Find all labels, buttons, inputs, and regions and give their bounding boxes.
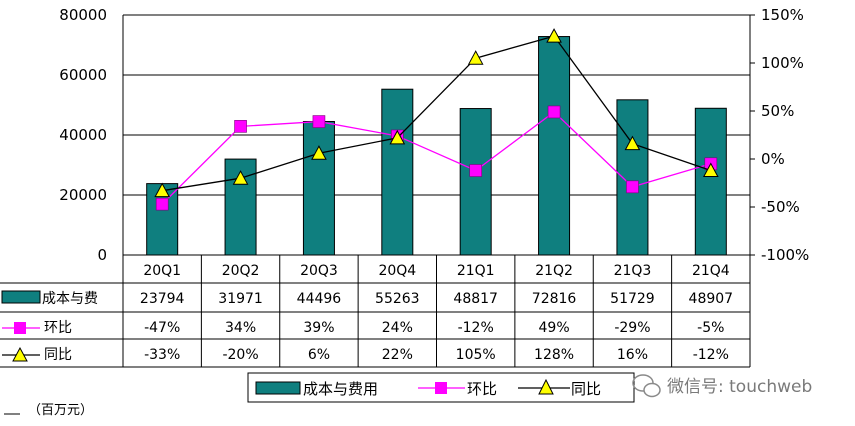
value-cell-同比: 105%	[456, 347, 496, 363]
bar-value-cell: 55263	[375, 291, 420, 307]
category-label: 21Q3	[614, 263, 652, 279]
bar-21Q2	[538, 36, 571, 256]
row-label-huanbi: 环比	[44, 320, 72, 336]
category-label: 20Q2	[222, 263, 260, 279]
bar-21Q3	[616, 99, 649, 256]
marker-环比-21Q3	[626, 180, 639, 194]
category-label: 20Q1	[143, 263, 181, 279]
marker-同比-20Q4	[389, 129, 406, 145]
legend: 成本与费用 环比 同比	[4, 372, 635, 415]
line-环比	[161, 111, 711, 205]
gridlines	[123, 14, 750, 196]
value-cell-同比: 6%	[308, 347, 330, 363]
left-tick-label: 0	[97, 246, 107, 264]
legend-label-huanbi: 环比	[467, 380, 497, 398]
value-cell-同比: 128%	[534, 347, 574, 363]
marker-环比-21Q1	[469, 164, 482, 177]
value-cell-同比: -12%	[693, 347, 729, 363]
bar-value-cell: 51729	[610, 291, 655, 307]
watermark-text: 微信号: touchweb	[667, 377, 812, 397]
row-key-square-marker	[14, 322, 26, 334]
value-cell-环比: -12%	[458, 320, 494, 336]
marker-同比-21Q4	[702, 162, 719, 178]
value-cell-同比: -20%	[222, 347, 258, 363]
left-tick-label: 20000	[59, 186, 107, 204]
value-cell-同比: 16%	[617, 347, 648, 363]
bar-value-cell: 23794	[140, 291, 185, 307]
legend-key-square	[435, 382, 447, 394]
bar-value-cell: 44496	[297, 291, 342, 307]
marker-同比-20Q1	[154, 182, 171, 198]
value-cell-同比: -33%	[144, 347, 180, 363]
line-同比	[162, 35, 712, 192]
marker-环比-20Q3	[312, 115, 326, 128]
legend-label-tongbi: 同比	[571, 380, 601, 398]
watermark: 微信号: touchweb	[632, 374, 812, 398]
row-label-bar: 成本与费	[42, 291, 98, 307]
row-label-tongbi: 同比	[44, 347, 72, 363]
bar-20Q4	[381, 88, 414, 256]
category-label: 21Q2	[535, 263, 573, 279]
left-tick-label: 60000	[59, 66, 107, 84]
marker-同比-21Q1	[467, 50, 484, 65]
bar-value-cell: 48817	[453, 291, 498, 307]
wechat-icon	[632, 374, 661, 398]
value-cell-环比: 49%	[539, 320, 570, 336]
bar-value-cell: 48907	[689, 291, 734, 307]
marker-同比-21Q2	[546, 28, 562, 43]
category-label: 20Q4	[378, 263, 416, 279]
right-tick-label: 150%	[761, 6, 804, 24]
bar-21Q1	[459, 108, 492, 256]
left-tick-label: 40000	[59, 126, 107, 144]
category-label: 21Q4	[692, 263, 730, 279]
right-tick-label: 50%	[761, 102, 794, 120]
row-key-bar	[1, 290, 41, 304]
marker-环比-20Q1	[155, 197, 169, 211]
axes: 0 20000 40000 60000 80000 -100% -50% 0% 50% 100% 1…	[59, 6, 809, 264]
right-tick-label: 100%	[761, 54, 804, 72]
bar-value-cell: 72816	[532, 291, 577, 307]
value-cell-环比: -47%	[144, 320, 180, 336]
series-lines	[154, 28, 719, 211]
value-cell-环比: 39%	[303, 320, 334, 336]
right-tick-label: -100%	[761, 246, 809, 264]
legend-key-bar	[255, 381, 301, 395]
value-cell-同比: 22%	[382, 347, 413, 363]
row-key-triangle-marker	[12, 346, 28, 362]
category-label: 20Q3	[300, 263, 338, 279]
unit-label: （百万元）	[28, 403, 93, 418]
legend-label-bar: 成本与费用	[303, 380, 378, 398]
bar-20Q3	[302, 121, 335, 256]
marker-同比-20Q2	[232, 170, 249, 185]
value-cell-环比: -29%	[614, 320, 650, 336]
marker-同比-20Q3	[311, 145, 327, 160]
marker-同比-21Q3	[624, 135, 641, 151]
legend-key-triangle	[538, 378, 554, 395]
marker-环比-21Q2	[547, 105, 561, 119]
value-cell-环比: -5%	[697, 320, 724, 336]
left-tick-label: 80000	[59, 6, 107, 24]
marker-环比-20Q2	[234, 120, 247, 133]
bar-value-cell: 31971	[218, 291, 263, 307]
bar-21Q4	[694, 107, 727, 256]
data-table: 20Q1 20Q2 20Q3 20Q4 21Q1 21Q2 21Q3 21Q4 23794 319…	[0, 254, 751, 368]
right-tick-label: -50%	[761, 198, 800, 216]
category-label: 21Q1	[457, 263, 495, 279]
right-tick-label: 0%	[761, 150, 785, 168]
value-cell-环比: 34%	[225, 320, 256, 336]
value-cell-环比: 24%	[382, 320, 413, 336]
